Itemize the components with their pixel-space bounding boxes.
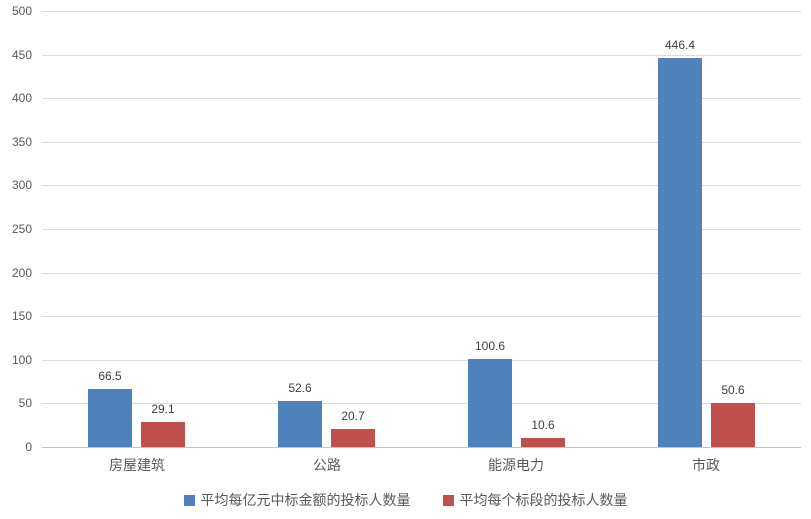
bar-red-房屋建筑 (141, 422, 185, 447)
gridline-y-450 (42, 55, 801, 56)
bar-value-label-blue-市政: 446.4 (664, 38, 696, 52)
legend-label-bidders-per-100m-yuan: 平均每亿元中标金额的投标人数量 (200, 492, 411, 508)
gridline-y-400 (42, 98, 801, 99)
gridline-y-300 (42, 185, 801, 186)
bar-red-能源电力 (521, 438, 565, 447)
bar-value-label-blue-能源电力: 100.6 (474, 339, 506, 353)
legend-swatch-red (442, 494, 454, 506)
x-axis-category-label-市政: 市政 (692, 457, 720, 473)
legend-swatch-blue (183, 494, 195, 506)
legend-item-bidders-per-section: 平均每个标段的投标人数量 (442, 490, 628, 510)
bar-blue-公路 (278, 401, 322, 447)
y-axis-tick-label-250: 250 (11, 222, 32, 236)
gridline-y-350 (42, 142, 801, 143)
bar-red-公路 (331, 429, 375, 447)
bar-value-label-blue-公路: 52.6 (288, 381, 312, 395)
bar-value-label-red-公路: 20.7 (341, 409, 365, 423)
bar-value-label-blue-房屋建筑: 66.5 (98, 369, 122, 383)
gridline-y-150 (42, 316, 801, 317)
y-axis-tick-label-150: 150 (11, 309, 32, 323)
plot-area: 66.5 29.1 52.6 20.7 100.6 10.6 446.4 50.6 (42, 11, 801, 448)
x-axis-category-label-公路: 公路 (313, 457, 341, 473)
y-axis-tick-label-0: 0 (25, 440, 32, 454)
y-axis-tick-label-50: 50 (18, 396, 32, 410)
gridline-y-100 (42, 360, 801, 361)
y-axis-tick-label-350: 350 (11, 135, 32, 149)
y-axis-tick-label-300: 300 (11, 178, 32, 192)
y-axis-tick-label-100: 100 (11, 353, 32, 367)
x-axis-category-label-房屋建筑: 房屋建筑 (109, 457, 165, 473)
y-axis-tick-label-450: 450 (11, 48, 32, 62)
bar-value-label-red-房屋建筑: 29.1 (151, 402, 175, 416)
gridline-y-500 (42, 11, 801, 12)
legend-label-bidders-per-section: 平均每个标段的投标人数量 (459, 492, 628, 508)
bar-value-label-red-市政: 50.6 (721, 383, 745, 397)
gridline-y-200 (42, 273, 801, 274)
gridline-y-50 (42, 403, 801, 404)
bar-value-label-red-能源电力: 10.6 (531, 418, 555, 432)
x-axis-category-label-能源电力: 能源电力 (488, 457, 544, 473)
bar-blue-能源电力 (468, 359, 512, 447)
y-axis-tick-label-200: 200 (11, 266, 32, 280)
bar-blue-市政 (658, 58, 702, 447)
bar-red-市政 (711, 403, 755, 447)
gridline-y-250 (42, 229, 801, 230)
legend: 平均每亿元中标金额的投标人数量 平均每个标段的投标人数量 (0, 490, 811, 510)
y-axis-tick-label-400: 400 (11, 91, 32, 105)
y-axis-tick-label-500: 500 (11, 4, 32, 18)
bar-blue-房屋建筑 (88, 389, 132, 447)
x-axis-line (42, 447, 801, 448)
legend-item-bidders-per-100m-yuan: 平均每亿元中标金额的投标人数量 (183, 490, 411, 510)
